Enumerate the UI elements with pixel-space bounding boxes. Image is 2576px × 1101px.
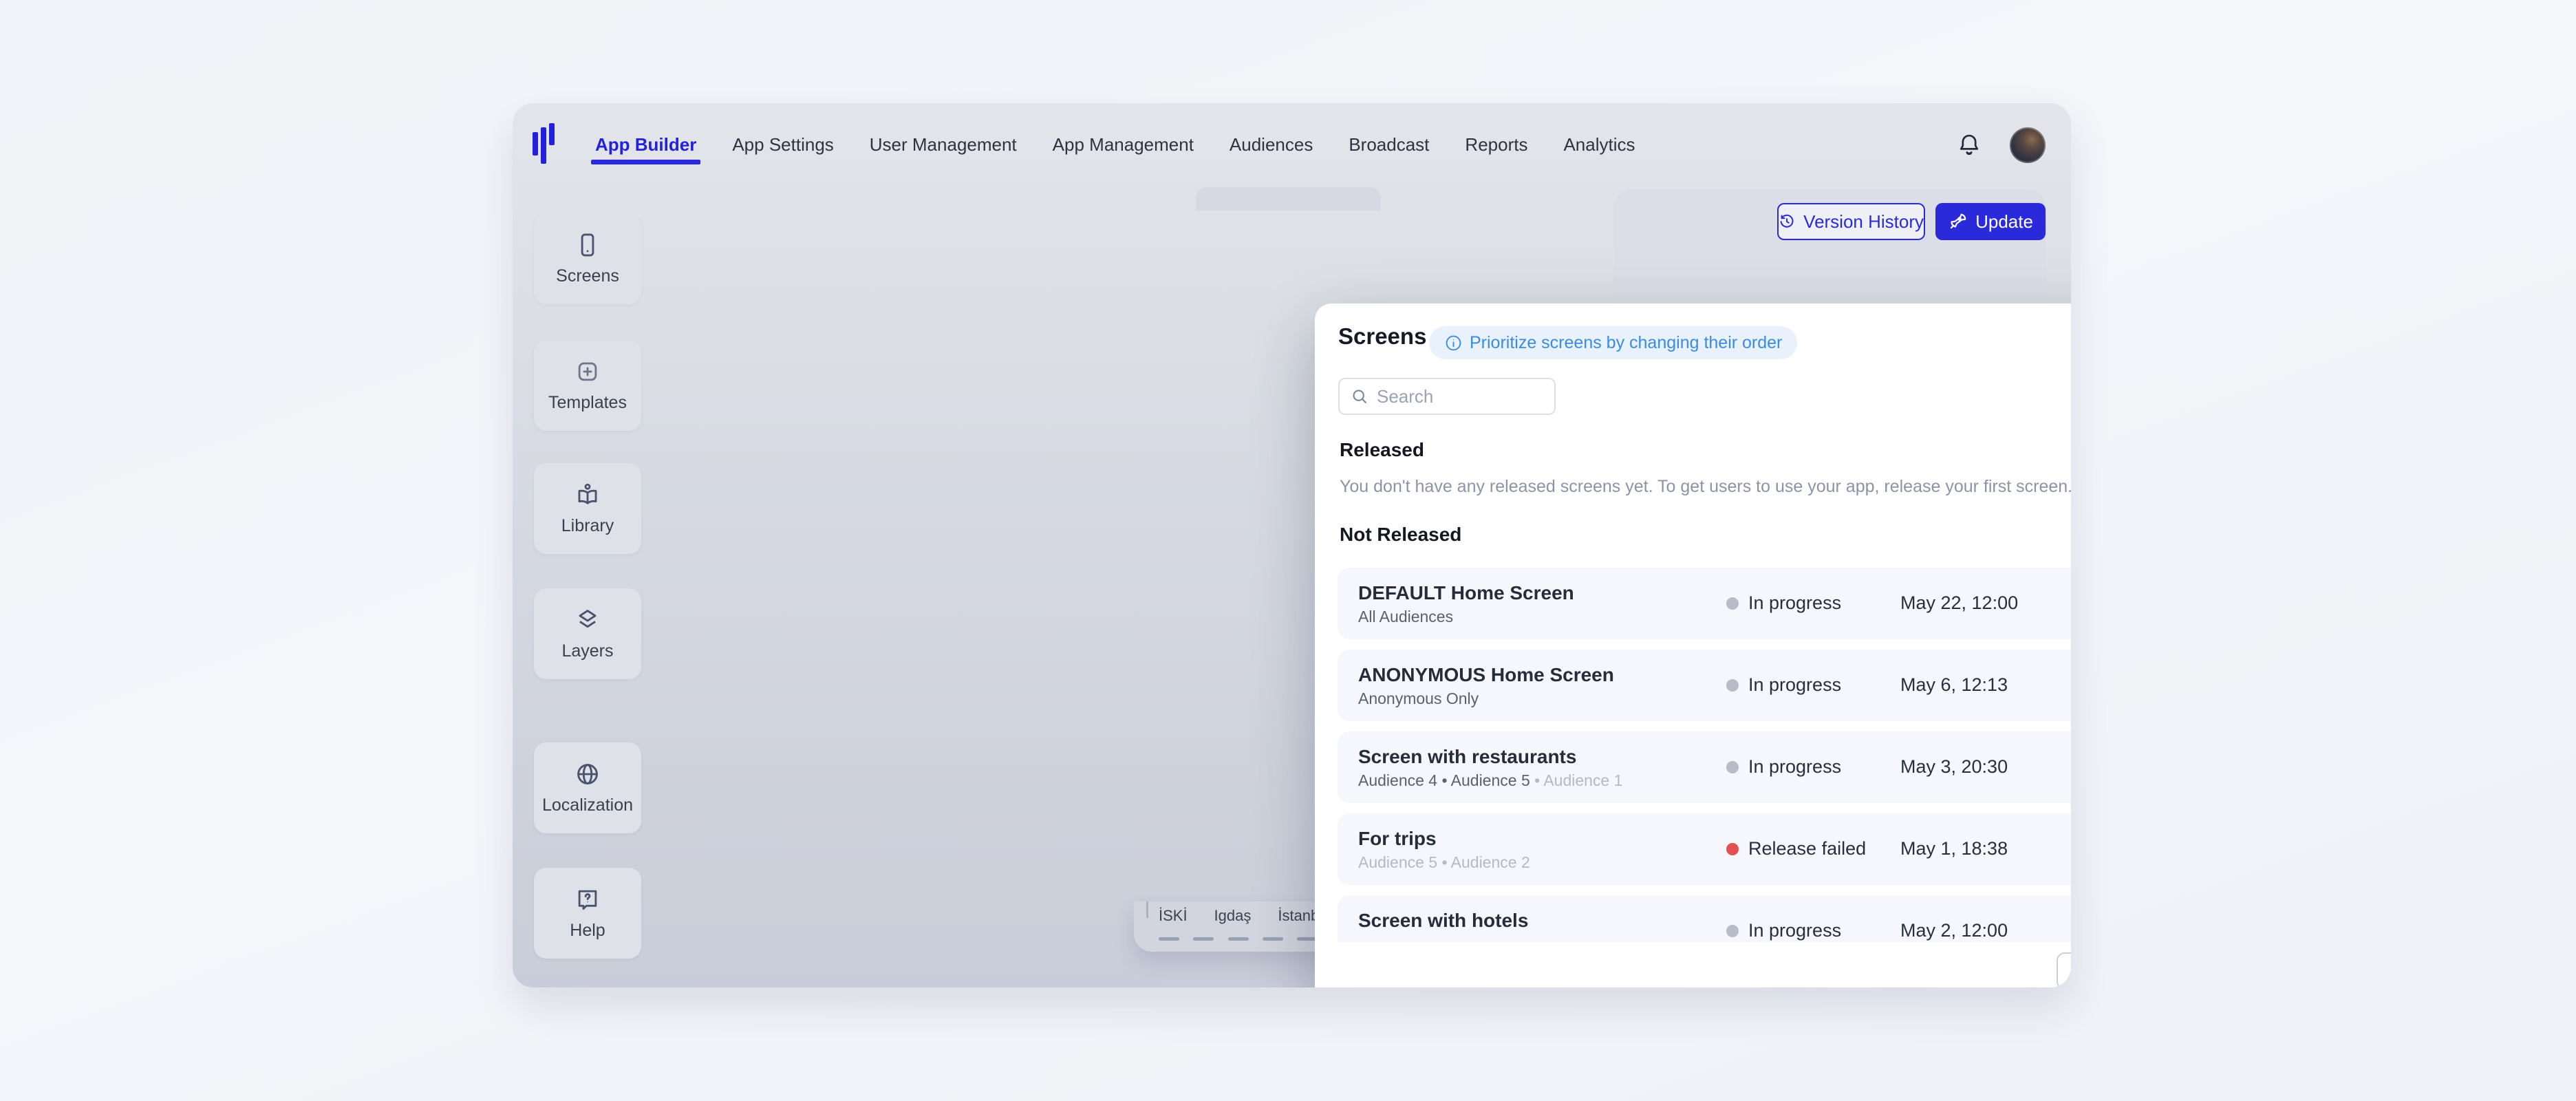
status-text: Release failed — [1748, 838, 1867, 859]
audience-primary: Audience 4 • Audience 5 — [1358, 771, 1530, 789]
library-book-icon — [578, 483, 597, 504]
sidebar-item-layers[interactable]: Layers — [534, 588, 641, 679]
audience-primary: All Audiences — [1358, 608, 1454, 626]
sidebar-item-screens[interactable]: Screens — [534, 213, 641, 304]
sidebar-item-localization[interactable]: Localization — [534, 742, 641, 833]
rocket-icon — [1950, 213, 1966, 229]
top-action-buttons: Version History Update — [1777, 203, 2046, 240]
sidebar-label: Templates — [548, 392, 627, 412]
screen-title: For trips — [1358, 828, 1437, 849]
released-empty-text: You don't have any released screens yet.… — [1340, 477, 2071, 496]
globe-icon — [577, 763, 598, 784]
status-cell: In progress — [1726, 674, 1841, 696]
phone-tab-igdas: Igdaş — [1214, 907, 1252, 924]
app-window: App Builder App Settings User Management… — [513, 103, 2071, 987]
screen-date: May 3, 20:30 — [1900, 756, 2008, 777]
screen-date: May 1, 18:38 — [1900, 838, 2008, 859]
nav-item-analytics[interactable]: Analytics — [1563, 133, 1635, 155]
status-text: In progress — [1748, 756, 1842, 777]
version-history-label: Version History — [1803, 211, 1924, 232]
sidebar-label: Layers — [561, 641, 614, 661]
screen-title: DEFAULT Home Screen — [1358, 582, 1574, 603]
nav-item-app-builder[interactable]: App Builder — [590, 133, 701, 164]
status-dot — [1726, 678, 1739, 692]
nav-item-reports[interactable]: Reports — [1465, 133, 1528, 155]
sidebar-item-library[interactable]: Library — [534, 463, 641, 554]
help-bubble-icon — [578, 890, 597, 910]
screens-modal: Screens Prioritize screens by changing t… — [1315, 303, 2071, 987]
screen-row-hotels[interactable]: Screen with hotels In progress May 2, 12… — [1338, 895, 2071, 942]
info-badge-text: Prioritize screens by changing their ord… — [1470, 332, 1783, 352]
status-dot — [1726, 597, 1739, 610]
screen-row-default-home[interactable]: DEFAULT Home Screen All Audiences In pro… — [1338, 568, 2071, 639]
screen-title: ANONYMOUS Home Screen — [1358, 664, 1614, 685]
status-dot — [1726, 924, 1739, 937]
phone-preview-top-edge — [1196, 187, 1381, 211]
nav-right-group — [1956, 127, 2046, 163]
status-text: In progress — [1748, 592, 1842, 613]
screen-audiences: Audience 5 • Audience 2 — [1358, 853, 1530, 872]
search-field — [1338, 378, 1556, 415]
update-button[interactable]: Update — [1935, 203, 2046, 240]
history-clock-icon — [1780, 214, 1794, 228]
sidebar-label: Screens — [556, 266, 619, 286]
audience-primary: Anonymous Only — [1358, 690, 1479, 707]
not-released-heading: Not Released — [1340, 524, 1462, 545]
nav-item-audiences[interactable]: Audiences — [1229, 133, 1313, 155]
update-label: Update — [1975, 211, 2033, 232]
screen-row-anonymous-home[interactable]: ANONYMOUS Home Screen Anonymous Only In … — [1338, 650, 2071, 721]
screen-title: Screen with restaurants — [1358, 746, 1577, 767]
phone-frame-edge — [1146, 901, 1148, 918]
screen-date: May 6, 12:13 — [1900, 674, 2008, 695]
status-cell: Release failed — [1726, 838, 1866, 859]
screen-audiences: Audience 4 • Audience 5 • Audience 1 — [1358, 771, 1622, 790]
audience-muted: • Audience 1 — [1530, 771, 1623, 789]
sidebar-label: Help — [570, 920, 605, 940]
info-badge: Prioritize screens by changing their ord… — [1429, 326, 1798, 359]
released-heading: Released — [1340, 439, 1424, 460]
screen-row-restaurants[interactable]: Screen with restaurants Audience 4 • Aud… — [1338, 731, 2071, 803]
screen-row-for-trips[interactable]: For trips Audience 5 • Audience 2 Releas… — [1338, 813, 2071, 885]
top-navigation: App Builder App Settings User Management… — [513, 103, 2071, 179]
sidebar-label: Localization — [541, 795, 634, 815]
plus-square-icon — [578, 362, 597, 381]
nav-item-user-management[interactable]: User Management — [869, 133, 1017, 155]
nav-item-app-management[interactable]: App Management — [1052, 133, 1194, 155]
status-cell: In progress — [1726, 920, 1841, 941]
sidebar-item-help[interactable]: Help — [534, 868, 641, 959]
sidebar-label: Library — [561, 515, 614, 535]
update-all-screens-button[interactable]: Update All Screens (0) — [2057, 952, 2071, 987]
phone-icon — [581, 233, 594, 256]
status-cell: In progress — [1726, 592, 1841, 614]
status-text: In progress — [1748, 920, 1842, 941]
app-logo-icon — [533, 123, 555, 164]
modal-title: Screens — [1338, 323, 1427, 349]
search-icon — [1353, 389, 1366, 403]
screen-date: May 2, 12:00 — [1900, 920, 2008, 941]
sidebar-item-templates[interactable]: Templates — [534, 340, 641, 431]
version-history-button[interactable]: Version History — [1777, 203, 1925, 240]
notifications-bell-icon[interactable] — [1956, 132, 1982, 158]
status-dot — [1726, 842, 1739, 855]
screen-date: May 22, 12:00 — [1900, 592, 2019, 613]
search-input[interactable] — [1377, 385, 1543, 407]
info-icon — [1446, 335, 1461, 350]
status-text: In progress — [1748, 674, 1842, 695]
user-avatar[interactable] — [2010, 127, 2046, 163]
layers-icon — [579, 609, 597, 628]
screen-list: DEFAULT Home Screen All Audiences In pro… — [1338, 568, 2071, 942]
screen-audiences: Anonymous Only — [1358, 690, 1479, 708]
screen-title: Screen with hotels — [1358, 910, 1529, 931]
status-cell: In progress — [1726, 756, 1841, 778]
phone-tab-iski: İSKİ — [1159, 907, 1188, 924]
audience-muted: Audience 5 • Audience 2 — [1358, 853, 1530, 871]
status-dot — [1726, 760, 1739, 773]
nav-menu: App Builder App Settings User Management… — [590, 131, 1635, 164]
nav-item-app-settings[interactable]: App Settings — [732, 133, 834, 155]
screen-audiences: All Audiences — [1358, 608, 1453, 626]
nav-item-broadcast[interactable]: Broadcast — [1349, 133, 1430, 155]
